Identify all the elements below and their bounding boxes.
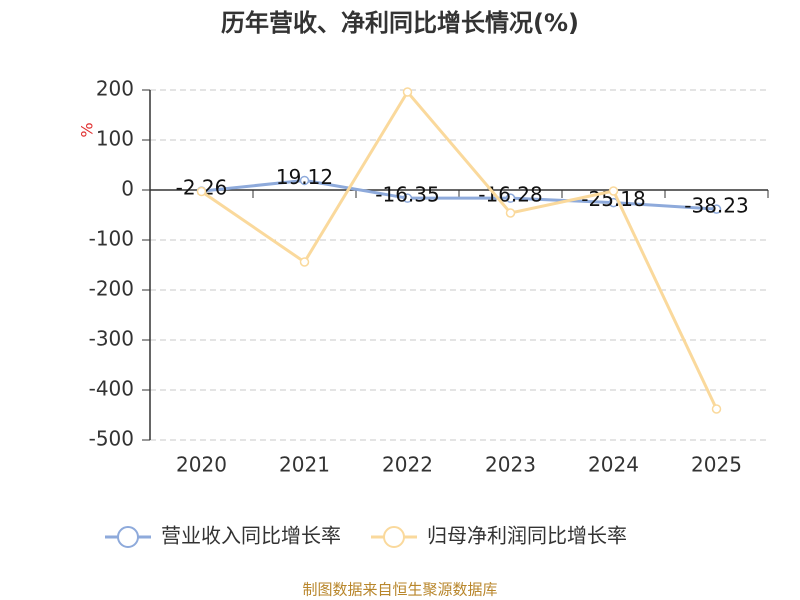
y-tick-label: 0 [121, 177, 134, 201]
data-label: -38.23 [684, 194, 748, 218]
legend-marker [383, 526, 405, 548]
y-tick-label: -500 [89, 427, 134, 451]
x-tick-label: 2025 [691, 453, 742, 477]
source-note: 制图数据来自恒生聚源数据库 [302, 581, 497, 599]
legend-label: 归母净利润同比增长率 [427, 524, 627, 548]
legend-label: 营业收入同比增长率 [161, 524, 341, 548]
point [402, 87, 413, 97]
point [196, 186, 207, 197]
y-tick-label: -400 [89, 377, 134, 401]
point [608, 186, 619, 196]
y-axis-label: % [78, 122, 97, 137]
point [711, 404, 722, 414]
y-tick-label: 200 [96, 77, 134, 101]
y-tick-label: 100 [96, 127, 134, 151]
legend-marker [117, 526, 139, 548]
y-tick-label: -200 [89, 277, 134, 301]
point [711, 204, 722, 214]
point [505, 193, 516, 203]
series-line [200, 89, 718, 410]
x-tick-label: 2024 [588, 453, 639, 477]
series-line [201, 178, 717, 211]
x-tick-label: 2023 [485, 453, 536, 477]
point [299, 257, 310, 267]
y-tick-label: -100 [89, 227, 134, 251]
x-tick-label: 2021 [279, 453, 330, 477]
x-tick-label: 2022 [382, 453, 433, 477]
chart-title: 历年营收、净利同比增长情况(%) [221, 9, 579, 37]
point [505, 208, 516, 218]
data-label: 19.12 [276, 165, 333, 189]
data-label: -16.35 [375, 183, 439, 207]
point [299, 175, 310, 186]
point [402, 193, 413, 203]
x-tick-label: 2020 [176, 453, 227, 477]
y-tick-label: -300 [89, 327, 134, 351]
